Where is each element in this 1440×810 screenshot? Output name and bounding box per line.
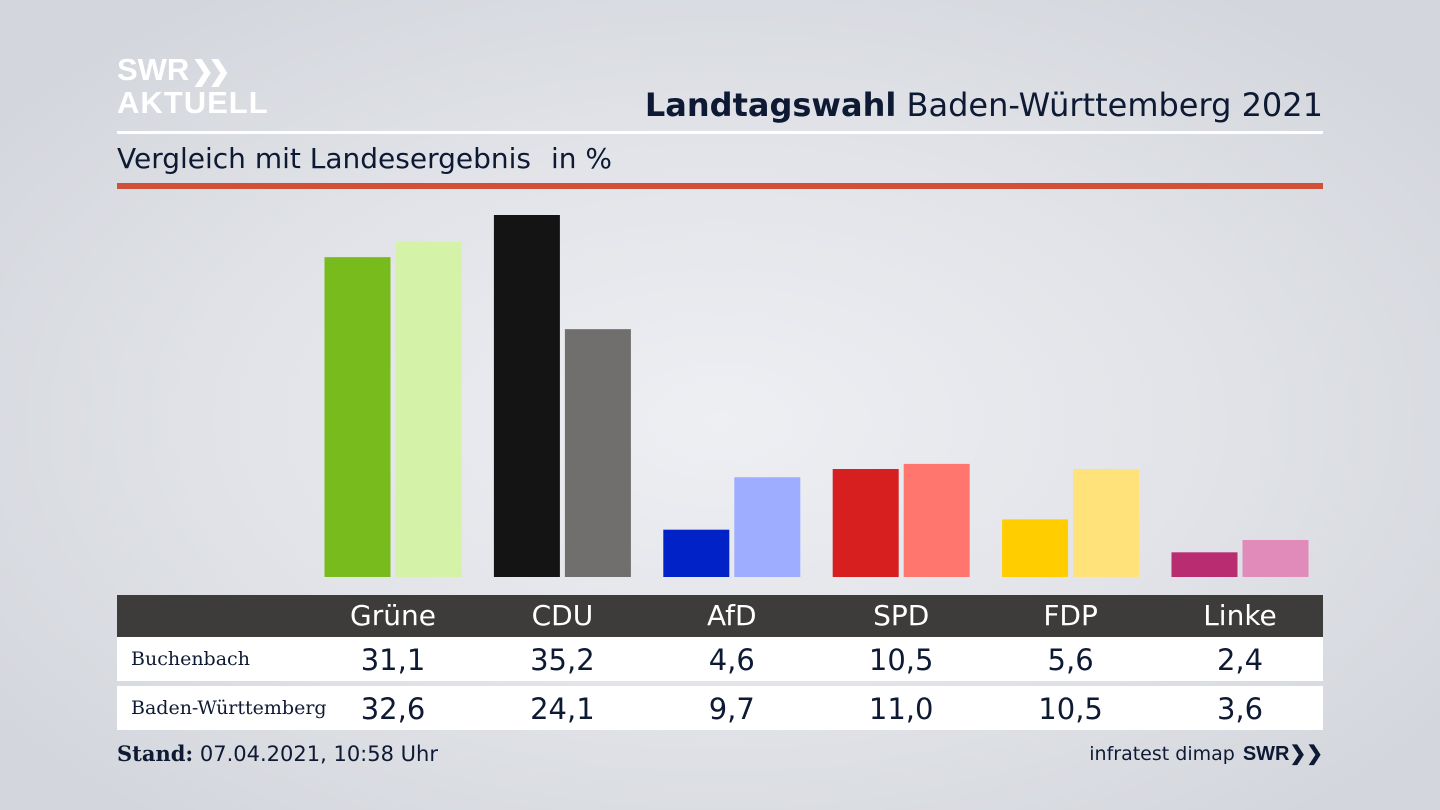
party-header-cdu: CDU: [531, 599, 594, 632]
swr-chevrons-icon: ❯❯: [1289, 743, 1323, 765]
stand-value: 07.04.2021, 10:58 Uhr: [199, 742, 438, 766]
row-label-baden-wuerttemberg: Baden-Württemberg: [131, 697, 327, 719]
bar-gruene-buchenbach: [324, 257, 391, 577]
logo-aktuell-text: AKTUELL: [117, 85, 269, 120]
value-afd-baden-wuerttemberg: 9,7: [708, 692, 755, 726]
chart-subtitle: Vergleich mit Landesergebnis in %: [117, 142, 612, 175]
bar-afd-baden-wuerttemberg: [734, 477, 801, 577]
results-table: Grüne CDU AfD SPD FDP Linke Buchenbach 31,1 35…: [117, 595, 1323, 730]
value-gruene-buchenbach: 31,1: [360, 643, 426, 677]
row-label-buchenbach: Buchenbach: [131, 648, 250, 670]
timestamp: Stand: 07.04.2021, 10:58 Uhr: [117, 741, 438, 766]
party-header-fdp: FDP: [1043, 599, 1098, 632]
bar-fdp-baden-wuerttemberg: [1073, 469, 1140, 577]
bar-cdu-baden-wuerttemberg: [564, 329, 631, 577]
title-bold: Landtagswahl: [644, 86, 897, 124]
value-afd-buchenbach: 4,6: [708, 643, 755, 677]
logo-chevrons-icon: ❯❯: [191, 56, 230, 86]
table-header: Grüne CDU AfD SPD FDP Linke: [117, 595, 1323, 637]
party-header-gruene: Grüne: [350, 599, 436, 632]
title-divider: [117, 131, 1323, 134]
bar-gruene-baden-wuerttemberg: [395, 241, 462, 577]
party-header-linke: Linke: [1203, 599, 1277, 632]
accent-divider: [117, 183, 1323, 189]
bar-spd-baden-wuerttemberg: [903, 463, 970, 577]
swr-logo: SWR❯❯: [1243, 743, 1323, 765]
title-rest: Baden-Württemberg 2021: [906, 86, 1324, 124]
party-header-afd: AfD: [707, 599, 757, 632]
value-linke-buchenbach: 2,4: [1216, 643, 1264, 677]
value-linke-baden-wuerttemberg: 3,6: [1216, 692, 1264, 726]
source-text: infratest dimap: [1089, 743, 1235, 765]
unit-label: in %: [550, 142, 613, 175]
data-source: infratest dimap SWR❯❯: [1089, 741, 1323, 766]
table-row-buchenbach: Buchenbach 31,1 35,2 4,6 10,5 5,6 2,4: [117, 637, 1323, 681]
value-spd-buchenbach: 10,5: [868, 643, 934, 677]
table-row-baden-wuerttemberg: Baden-Württemberg 32,6 24,1 9,7 11,0 10,5 3,6: [117, 686, 1323, 730]
swr-aktuell-logo: SWR❯❯ AKTUELL: [117, 54, 269, 118]
bar-linke-buchenbach: [1171, 552, 1238, 577]
bar-afd-buchenbach: [663, 529, 730, 577]
swr-logo-text: SWR: [1242, 743, 1290, 765]
bar-fdp-buchenbach: [1002, 519, 1069, 577]
value-cdu-buchenbach: 35,2: [530, 643, 595, 677]
value-fdp-buchenbach: 5,6: [1047, 643, 1094, 677]
logo-swr-text: SWR: [117, 52, 190, 87]
party-header-spd: SPD: [873, 599, 930, 632]
bar-spd-buchenbach: [832, 469, 899, 577]
bar-linke-baden-wuerttemberg: [1242, 539, 1309, 577]
stand-label: Stand:: [117, 741, 194, 766]
bar-cdu-buchenbach: [493, 215, 560, 577]
value-cdu-baden-wuerttemberg: 24,1: [530, 692, 595, 726]
page-title: Landtagswahl Baden-Württemberg 2021: [645, 86, 1323, 124]
value-fdp-baden-wuerttemberg: 10,5: [1038, 692, 1103, 726]
value-spd-baden-wuerttemberg: 11,0: [868, 692, 934, 726]
value-gruene-baden-wuerttemberg: 32,6: [360, 692, 426, 726]
subtitle-text: Vergleich mit Landesergebnis: [117, 142, 531, 175]
